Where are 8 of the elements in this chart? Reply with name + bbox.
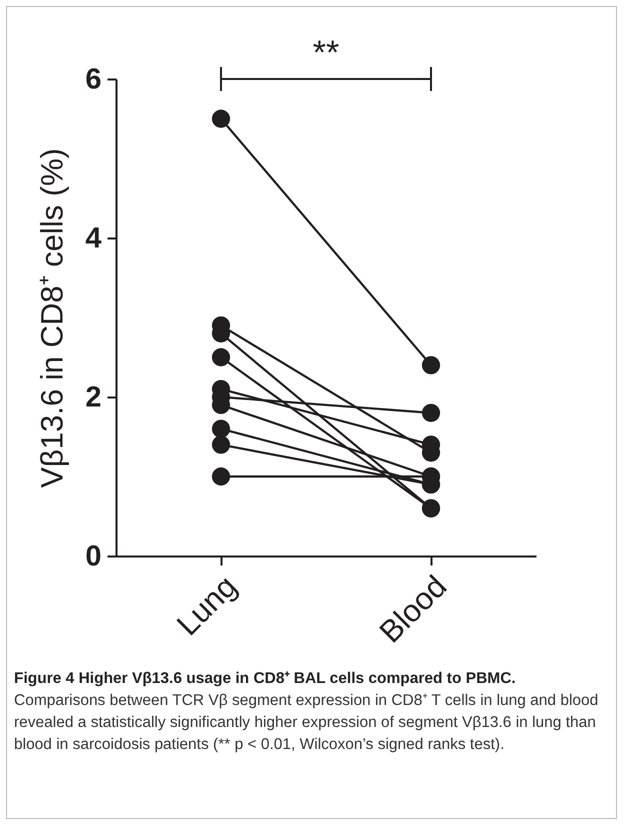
- y-axis-title: Vβ13.6 in CD8⁺ cells (%): [34, 148, 70, 488]
- text: Figure 4 Higher Vβ13.6 usage in CD8⁺ BAL cells compared to PBMC.: [14, 670, 516, 687]
- text: **: [312, 34, 340, 72]
- y-tick-label: 6: [85, 64, 102, 96]
- y-tick-label: 2: [85, 382, 102, 414]
- y-tick-label: 4: [85, 222, 102, 254]
- y-tick-label: 0: [85, 540, 102, 572]
- text: Comparisons between TCR Vβ segment expression in CD8⁺ T cells in lung and blood revealed a statistically significantly higher expression of segment Vβ13.6 in lung than blood in sarcoidosis patients (** p < 0.01, Wilcoxon’s signed ranks test).: [14, 692, 598, 753]
